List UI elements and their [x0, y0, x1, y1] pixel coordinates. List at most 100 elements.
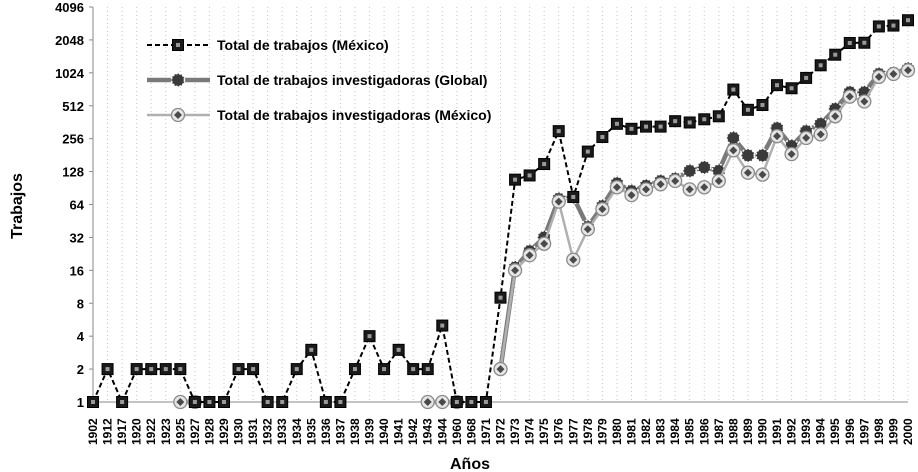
y-tick-label: 2048 — [55, 33, 84, 48]
x-tick-label: 1987 — [712, 418, 726, 445]
data-point-mexico-inv-diamond — [743, 168, 752, 177]
x-tick-label: 1917 — [115, 418, 129, 445]
x-axis-title: Años — [450, 456, 490, 472]
data-point-mexico-total-center — [440, 323, 445, 328]
data-point-mexico-inv-diamond — [671, 176, 680, 185]
x-tick-label: 1939 — [363, 418, 377, 445]
data-point-mexico-inv-diamond — [714, 176, 723, 185]
x-tick-label: 1971 — [479, 418, 493, 445]
data-point-mexico-total-center — [236, 367, 241, 372]
data-point-mexico-total-center — [163, 367, 168, 372]
data-point-mexico-total-center — [294, 367, 299, 372]
y-tick-label: 16 — [70, 263, 84, 278]
data-point-mexico-inv-diamond — [831, 112, 840, 121]
data-point-mexico-total-center — [425, 367, 430, 372]
data-point-mexico-inv-diamond — [889, 69, 898, 78]
x-tick-label: 1988 — [726, 418, 740, 445]
data-point-mexico-total-center — [91, 400, 95, 404]
data-point-mexico-inv-diamond — [612, 183, 621, 192]
x-tick-label: 1927 — [188, 418, 202, 445]
data-point-global — [726, 130, 741, 146]
x-tick-label: 1998 — [872, 418, 886, 445]
data-point-mexico-total-center — [571, 194, 576, 199]
x-tick-label: 1920 — [130, 418, 144, 445]
data-point-mexico-total-center — [309, 347, 314, 352]
data-point-mexico-total-center — [498, 295, 503, 300]
data-point-mexico-inv-diamond — [511, 266, 520, 275]
data-point-mexico-total-center — [280, 400, 285, 404]
grid-lines — [92, 7, 909, 403]
data-point-global — [682, 163, 697, 179]
y-tick-label: 32 — [70, 230, 84, 245]
x-tick-label: 1974 — [523, 418, 537, 445]
data-point-mexico-inv-diamond — [627, 191, 636, 200]
x-tick-label: 1940 — [377, 418, 391, 445]
x-tick-label: 1912 — [101, 418, 115, 445]
data-point-global — [170, 72, 186, 88]
x-tick-label: 1996 — [843, 418, 857, 445]
x-tick-label: 1990 — [755, 418, 769, 445]
x-tick-label: 1984 — [668, 418, 682, 445]
x-tick-label: 1977 — [566, 418, 580, 445]
data-point-mexico-total-center — [149, 367, 154, 372]
y-tick-label: 4096 — [55, 0, 84, 15]
y-tick-label: 512 — [62, 99, 84, 114]
x-tick-label: 1982 — [639, 418, 653, 445]
data-point-mexico-total-center — [251, 367, 256, 372]
data-point-mexico-inv-diamond — [496, 365, 505, 374]
x-tick-label: 1983 — [654, 418, 668, 445]
data-point-mexico-total-center — [469, 400, 474, 404]
data-point-mexico-inv-diamond — [802, 133, 811, 142]
x-tick-label: 1944 — [435, 418, 449, 445]
data-point-mexico-total-center — [876, 24, 881, 29]
data-point-mexico-inv-diamond — [700, 183, 709, 192]
data-point-mexico-total-center — [585, 149, 590, 154]
x-tick-label: 1999 — [886, 418, 900, 445]
data-point-mexico-total-center — [120, 400, 125, 404]
data-point-mexico-total-center — [687, 120, 692, 125]
x-tick-label: 1973 — [508, 418, 522, 445]
data-point-mexico-total-center — [833, 52, 838, 57]
data-point-mexico-inv-diamond — [729, 146, 738, 155]
y-tick-label: 128 — [62, 165, 84, 180]
data-point-mexico-total-center — [862, 40, 867, 45]
data-point-global — [740, 148, 756, 163]
data-point-mexico-total-center — [556, 129, 561, 134]
data-point-global — [813, 116, 828, 132]
data-point-mexico-inv-diamond — [860, 97, 869, 106]
x-tick-label: 1929 — [217, 418, 231, 445]
data-point-mexico-inv-diamond — [569, 255, 578, 264]
x-tick-label: 1975 — [537, 418, 551, 445]
data-point-mexico-inv-diamond — [816, 130, 825, 139]
legend-label: Total de trabajos investigadoras (Global… — [217, 72, 487, 88]
data-point-mexico-total-center — [542, 162, 547, 167]
x-tick-label: 1930 — [232, 418, 246, 445]
data-point-mexico-inv-diamond — [642, 185, 651, 194]
data-point-mexico-total-center — [352, 367, 357, 372]
x-tick-label: 1938 — [348, 418, 362, 445]
data-point-mexico-inv-diamond — [758, 170, 767, 179]
data-point-mexico-inv-diamond — [540, 239, 549, 248]
x-tick-label: 1997 — [857, 418, 871, 445]
x-tick-label: 1979 — [595, 418, 609, 445]
data-point-mexico-total-center — [775, 83, 780, 88]
data-point-mexico-total-center — [760, 103, 765, 108]
data-point-mexico-total-center — [891, 23, 896, 28]
data-point-mexico-inv-diamond — [174, 111, 182, 119]
y-axis-ticks: 1 2 4 8 16 32 64 128 256 512 1024 2048 4096 — [55, 0, 93, 410]
x-tick-label: 1992 — [785, 418, 799, 445]
data-point-mexico-inv-diamond — [904, 66, 912, 75]
y-tick-label: 256 — [62, 132, 84, 147]
x-tick-label: 1980 — [610, 418, 624, 445]
data-point-mexico-inv-diamond — [525, 251, 534, 260]
x-tick-label: 1993 — [799, 418, 813, 445]
data-point-mexico-total-center — [411, 367, 416, 372]
data-point-mexico-total-center — [644, 124, 649, 129]
data-point-mexico-total-center — [614, 121, 619, 126]
x-tick-label: 1936 — [319, 418, 333, 445]
data-point-mexico-inv-diamond — [845, 92, 854, 101]
x-tick-label: 1937 — [333, 418, 347, 445]
data-point-mexico-inv-diamond — [773, 132, 782, 141]
x-tick-label: 1976 — [552, 418, 566, 445]
series-layer — [87, 14, 916, 410]
